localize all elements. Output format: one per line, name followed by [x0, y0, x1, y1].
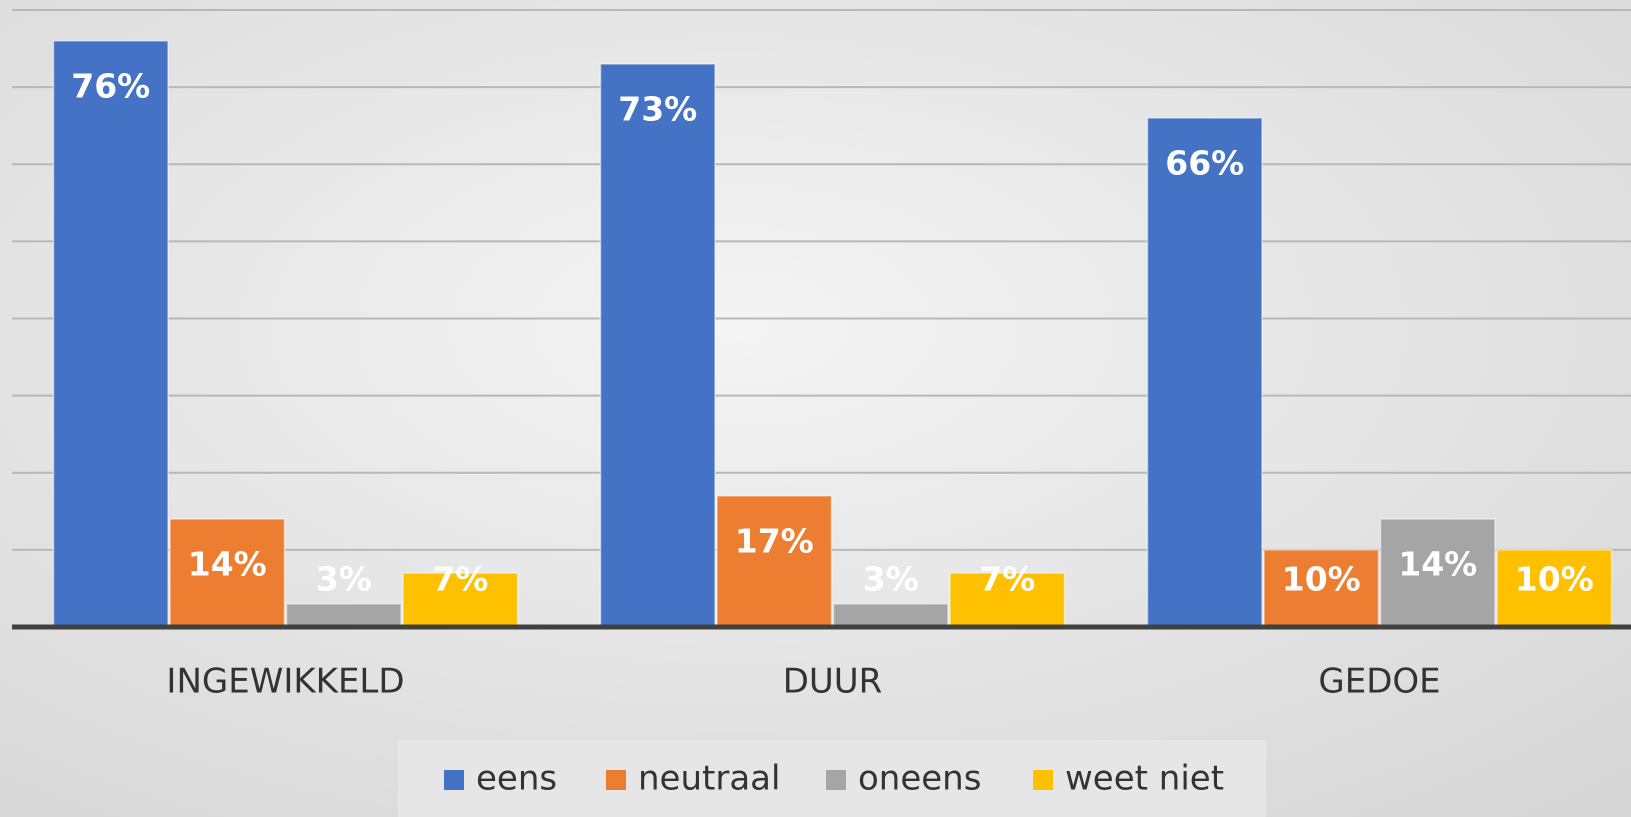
- data-label: 10%: [1282, 560, 1361, 599]
- bar: [169, 518, 286, 628]
- bar: [52, 40, 169, 628]
- data-label: 76%: [71, 66, 150, 105]
- legend-label: eens: [476, 759, 557, 799]
- legend-label: neutraal: [638, 759, 780, 799]
- data-label: 3%: [863, 560, 919, 599]
- data-label: 3%: [316, 560, 372, 599]
- x-tick-label: INGEWIKKELD: [166, 662, 404, 702]
- data-label: 66%: [1165, 143, 1244, 182]
- legend-label: oneens: [858, 759, 981, 799]
- bar: [1263, 549, 1380, 628]
- data-label: 7%: [979, 560, 1035, 599]
- data-label: 7%: [432, 560, 488, 599]
- legend-label: weet niet: [1065, 759, 1224, 799]
- legend-swatch: [1033, 770, 1053, 790]
- bar: [285, 603, 402, 628]
- bar: [716, 495, 833, 628]
- data-label: 14%: [1398, 545, 1477, 584]
- data-label: 14%: [188, 545, 267, 584]
- bar: [599, 63, 716, 628]
- data-label: 73%: [618, 89, 697, 128]
- data-label: 17%: [735, 521, 814, 560]
- legend-swatch: [444, 770, 464, 790]
- legend-swatch: [826, 770, 846, 790]
- x-tick-label: GEDOE: [1318, 662, 1440, 702]
- x-tick-label: DUUR: [783, 662, 883, 702]
- bar: [402, 572, 519, 628]
- legend-swatch: [606, 770, 626, 790]
- bar: [1146, 117, 1263, 628]
- bar: [832, 603, 949, 628]
- data-label: 10%: [1515, 560, 1594, 599]
